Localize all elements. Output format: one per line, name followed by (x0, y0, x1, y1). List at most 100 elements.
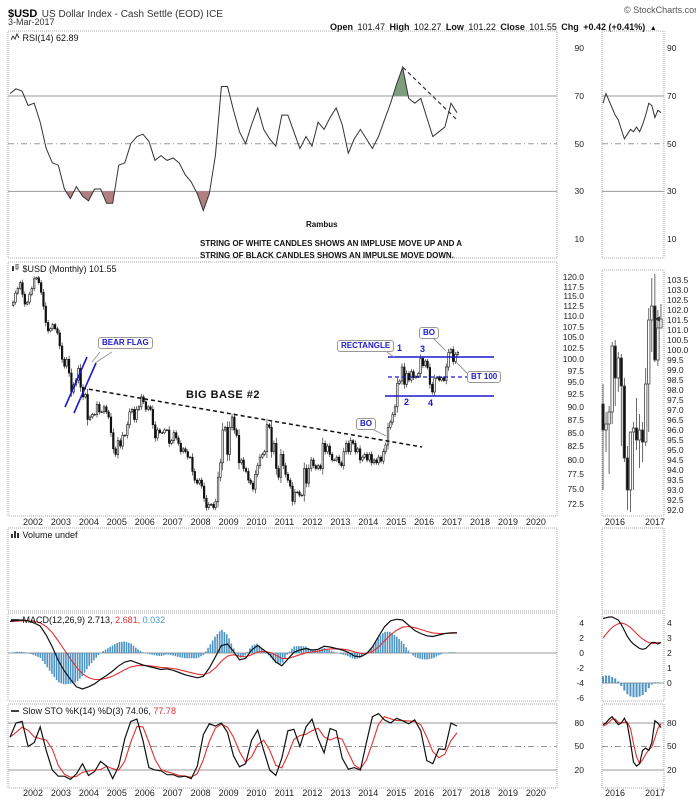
x-axis-year: 2015 (386, 517, 407, 527)
axis-tick: 0 (579, 648, 584, 658)
axis-tick: 98.0 (667, 385, 684, 395)
x-axis-year: 2018 (470, 788, 491, 798)
axis-tick: 50 (667, 138, 677, 149)
open-value: 101.47 (357, 22, 385, 32)
line-icon (11, 619, 19, 621)
axis-tick: 92.5 (667, 495, 684, 505)
ticker-symbol: $USD (8, 8, 38, 20)
axis-tick: 97.5 (667, 395, 684, 405)
annotation-label: Rambus (306, 220, 338, 229)
axis-tick: 10 (574, 234, 584, 245)
axis-tick: 20 (667, 764, 677, 775)
quote-line: Open 101.47 High 102.27 Low 101.22 Close… (330, 17, 657, 35)
axis-tick: 96.5 (667, 415, 684, 425)
axis-tick: 102.0 (667, 305, 689, 315)
axis-tick: 85.0 (567, 427, 584, 438)
x-axis-year: 2017 (442, 788, 463, 798)
axis-tick: 97.0 (667, 405, 684, 415)
axis-tick: 103.0 (667, 285, 689, 295)
x-axis-year: 2017 (442, 517, 463, 527)
axis-tick: 0 (667, 678, 672, 688)
x-axis-year: 2012 (302, 788, 323, 798)
line-icon (11, 710, 19, 712)
x-axis-year: 2014 (358, 517, 379, 527)
axis-tick: 100.0 (667, 345, 689, 355)
axis-tick: 95.5 (667, 435, 684, 445)
x-axis-year: 2013 (330, 788, 351, 798)
axis-tick: 50 (574, 138, 584, 149)
x-axis-year: 2009 (218, 517, 239, 527)
x-axis-year: 2013 (330, 517, 351, 527)
x-axis-year: 2015 (386, 788, 407, 798)
x-axis-year: 2006 (134, 788, 155, 798)
axis-tick: 99.5 (667, 355, 684, 365)
price-panel-label: $USD (Monthly) 101.55 (11, 263, 117, 274)
axis-tick: 117.5 (563, 281, 584, 292)
x-axis-year: 2007 (162, 517, 183, 527)
axis-tick: 97.5 (567, 365, 584, 376)
axis-tick: 115.0 (563, 291, 584, 302)
x-axis-year: 2019 (497, 517, 518, 527)
close-value: 101.55 (529, 22, 557, 32)
x-axis-year: 2016 (604, 517, 626, 527)
sto-d-value: 77.78 (153, 706, 176, 716)
axis-tick: 95.0 (567, 377, 584, 388)
annotation-label: BIG BASE #2 (186, 389, 260, 401)
annotation-label: STRING OF WHITE CANDLES SHOWS AN IMPLUSE… (200, 239, 463, 248)
axis-tick: 98.5 (667, 375, 684, 385)
axis-tick: 80.0 (567, 454, 584, 465)
axis-tick: 80 (667, 718, 677, 728)
x-axis-year: 2017 (644, 517, 666, 527)
chg-label: Chg (561, 22, 579, 32)
axis-tick: 2 (667, 648, 672, 658)
callout-bo: BO (356, 418, 376, 430)
copyright: © StockCharts.com (624, 5, 696, 15)
axis-tick: 90 (574, 43, 584, 54)
axis-tick: 87.5 (567, 414, 584, 425)
up-arrow-icon: ▲ (649, 25, 657, 32)
x-axis-year: 2007 (162, 788, 183, 798)
axis-tick: 2 (579, 633, 584, 643)
chart-title: US Dollar Index - Cash Settle (EOD) ICE (41, 9, 223, 20)
axis-tick: -2 (576, 663, 584, 673)
axis-tick: 101.0 (667, 325, 689, 335)
axis-tick: 100.0 (562, 354, 584, 365)
axis-tick: 94.5 (667, 455, 684, 465)
axis-tick: 72.5 (567, 499, 584, 510)
open-label: Open (330, 22, 354, 32)
axis-tick: -6 (576, 693, 584, 703)
axis-tick: 94.0 (667, 465, 684, 475)
high-label: High (389, 22, 410, 32)
x-axis-year: 2009 (218, 788, 239, 798)
sto-panel-label: Slow STO %K(14) %D(3) 74.06, 77.78 (11, 706, 176, 716)
axis-tick: 3 (667, 633, 672, 643)
x-axis-year: 2016 (414, 517, 435, 527)
axis-tick: 20 (574, 764, 584, 775)
axis-tick: 102.5 (562, 343, 584, 354)
axis-tick: 90.0 (567, 401, 584, 412)
axis-tick: 77.5 (567, 469, 584, 480)
high-value: 102.27 (413, 22, 442, 32)
x-axis-year: 2020 (525, 788, 546, 798)
axis-tick: 105.0 (562, 332, 584, 343)
callout-bt-100: BT 100 (467, 371, 502, 383)
x-axis-year: 2003 (50, 788, 71, 798)
x-axis-year: 2005 (106, 517, 127, 527)
x-axis-year: 2003 (50, 517, 71, 527)
close-label: Close (500, 22, 525, 32)
low-value: 101.22 (468, 22, 496, 32)
x-axis-year: 2002 (22, 788, 44, 798)
rsi-panel-label: RSI(14) 62.89 (10, 32, 79, 43)
x-axis-year: 2008 (190, 788, 211, 798)
axis-tick: 92.0 (667, 505, 684, 515)
axis-tick: 107.5 (562, 321, 584, 332)
x-axis-year: 2008 (190, 517, 211, 527)
axis-tick: 1 (667, 663, 672, 673)
x-axis-year: 2002 (22, 517, 44, 527)
axis-tick: 120.0 (562, 272, 584, 282)
x-axis-year: 2011 (274, 788, 295, 798)
axis-tick: 101.5 (667, 315, 689, 325)
axis-tick: 30 (574, 186, 584, 197)
axis-tick: 80 (574, 718, 584, 728)
